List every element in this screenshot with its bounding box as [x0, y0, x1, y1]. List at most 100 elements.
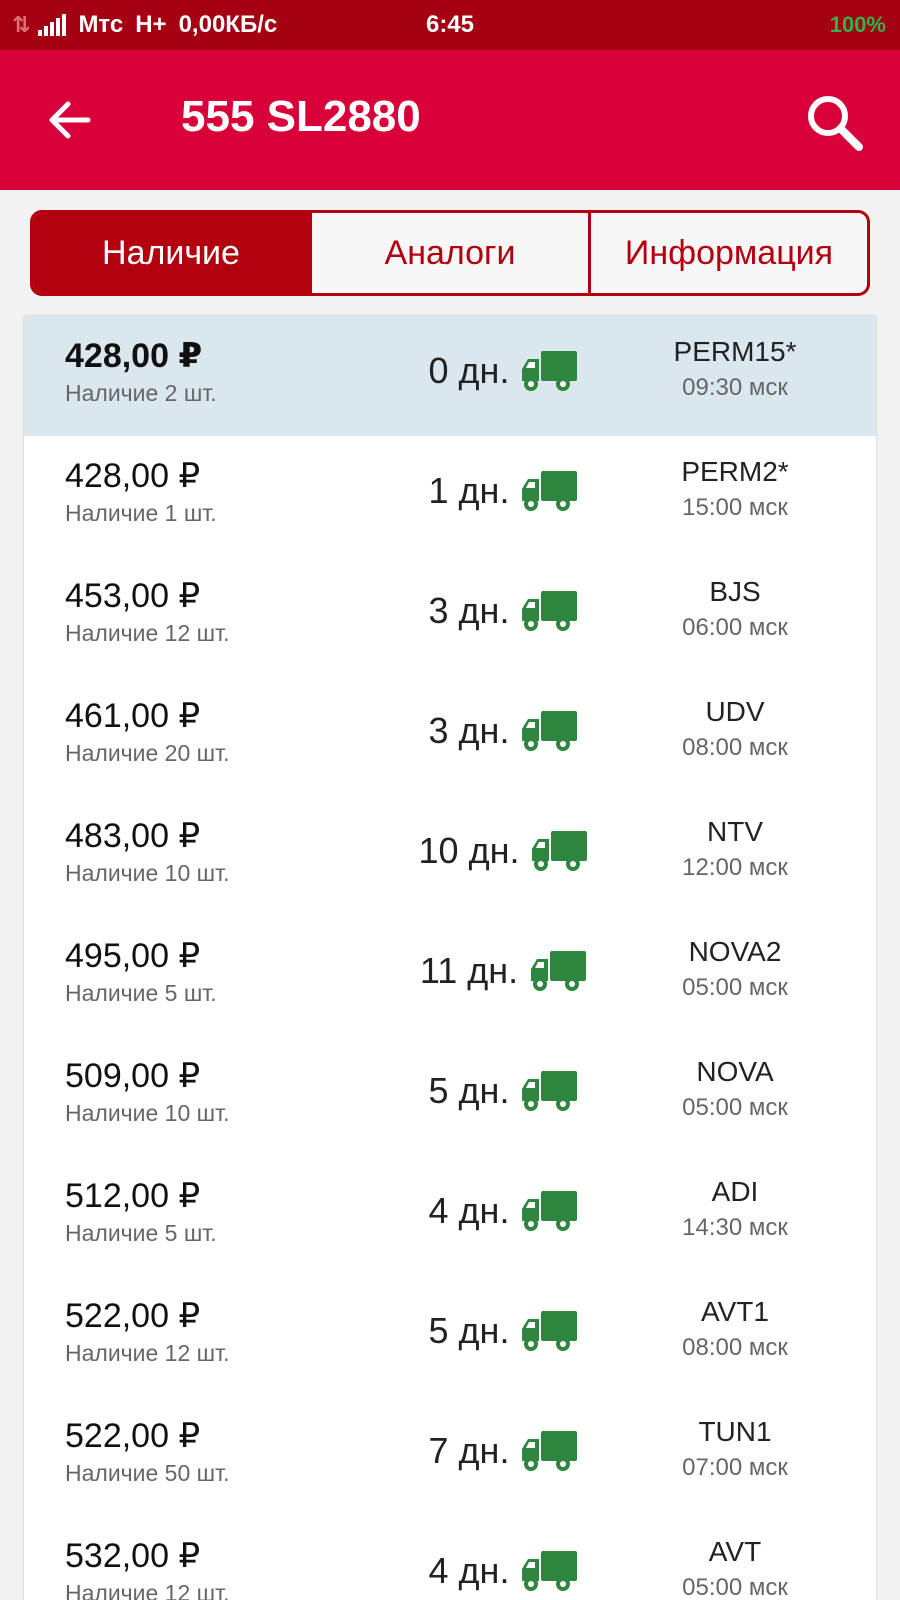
supplier-time: 15:00 мск [682, 494, 788, 521]
truck-icon [522, 1431, 578, 1471]
truck-icon [531, 951, 587, 991]
offer-stock: Наличие 50 шт. [65, 1460, 230, 1486]
tab-bar: Наличие Аналоги Информация [30, 210, 870, 296]
supplier-code: NTV [707, 816, 763, 847]
delivery-days: 1 дн. [428, 470, 510, 511]
delivery-days: 4 дн. [428, 1190, 510, 1231]
delivery-info: 4 дн. [384, 1516, 624, 1600]
offer-stock: Наличие 20 шт. [65, 740, 230, 766]
delivery-info: 4 дн. [384, 1156, 624, 1266]
supplier-code: BJS [709, 576, 761, 607]
app-bar: 555 SL2880 [0, 50, 900, 190]
magnifier-icon [808, 96, 863, 151]
arrow-left-icon [49, 101, 91, 139]
supplier-code: UDV [705, 696, 765, 727]
truck-icon [522, 1311, 578, 1351]
supplier-info: AVT1 08:00 мск [624, 1296, 846, 1362]
supplier-time: 08:00 мск [682, 1334, 788, 1361]
offer-stock: Наличие 1 шт. [65, 500, 217, 526]
network-speed: 0,00КБ/с [178, 11, 278, 38]
supplier-info: BJS 06:00 мск [624, 576, 846, 642]
delivery-days: 3 дн. [428, 710, 510, 751]
offer-row[interactable]: 428,00 ₽ Наличие 2 шт. 0 дн. PERM15* 09:… [24, 316, 876, 436]
offer-stock: Наличие 5 шт. [65, 980, 217, 1006]
truck-icon [522, 1071, 578, 1111]
offer-stock: Наличие 2 шт. [65, 380, 217, 406]
supplier-time: 05:00 мск [682, 1574, 788, 1600]
offer-stock: Наличие 12 шт. [65, 620, 230, 646]
supplier-info: NTV 12:00 мск [624, 816, 846, 882]
offer-row[interactable]: 532,00 ₽ Наличие 12 шт. 4 дн. AVT 05:00 … [24, 1516, 876, 1600]
delivery-info: 3 дн. [384, 676, 624, 786]
supplier-time: 08:00 мск [682, 734, 788, 761]
battery-level: 100% [829, 12, 886, 37]
tab-analogs[interactable]: Аналоги [309, 213, 588, 293]
offer-price: 532,00 ₽ [65, 1537, 201, 1575]
tab-availability[interactable]: Наличие [33, 213, 309, 293]
signal-strength-icon [38, 14, 67, 36]
supplier-code: PERM15* [673, 336, 797, 367]
status-bar: ⇅ Мтс H+ 0,00КБ/с 6:45 100% [0, 0, 900, 50]
carrier-name: Мтс [78, 11, 124, 38]
page-title: 555 SL2880 [181, 92, 421, 141]
supplier-code: NOVA [696, 1056, 774, 1087]
search-button[interactable] [790, 78, 880, 168]
supplier-code: TUN1 [698, 1416, 772, 1447]
supplier-info: NOVA 05:00 мск [624, 1056, 846, 1122]
delivery-days: 11 дн. [419, 950, 519, 991]
supplier-code: ADI [711, 1176, 759, 1207]
supplier-time: 14:30 мск [682, 1214, 788, 1241]
offer-price: 428,00 ₽ [65, 457, 201, 495]
supplier-time: 07:00 мск [682, 1454, 788, 1481]
offer-price: 483,00 ₽ [65, 817, 201, 855]
supplier-info: NOVA2 05:00 мск [624, 936, 846, 1002]
delivery-days: 10 дн. [418, 830, 520, 871]
delivery-days: 5 дн. [428, 1070, 510, 1111]
back-button[interactable] [30, 80, 110, 160]
offer-row[interactable]: 453,00 ₽ Наличие 12 шт. 3 дн. BJS 06:00 … [24, 556, 876, 676]
delivery-days: 3 дн. [428, 590, 510, 631]
offer-price: 428,00 ₽ [65, 337, 203, 375]
offer-row[interactable]: 461,00 ₽ Наличие 20 шт. 3 дн. UDV 08:00 … [24, 676, 876, 796]
offer-row[interactable]: 483,00 ₽ Наличие 10 шт. 10 дн. NTV 12:00… [24, 796, 876, 916]
supplier-info: UDV 08:00 мск [624, 696, 846, 762]
offer-row[interactable]: 428,00 ₽ Наличие 1 шт. 1 дн. PERM2* 15:0… [24, 436, 876, 556]
offer-stock: Наличие 12 шт. [65, 1340, 230, 1366]
offer-row[interactable]: 509,00 ₽ Наличие 10 шт. 5 дн. NOVA 05:00… [24, 1036, 876, 1156]
truck-icon [522, 711, 578, 751]
offer-price: 509,00 ₽ [65, 1057, 201, 1095]
offer-row[interactable]: 495,00 ₽ Наличие 5 шт. 11 дн. NOVA2 05:0… [24, 916, 876, 1036]
data-transfer-icon: ⇅ [12, 12, 31, 37]
delivery-days: 0 дн. [428, 350, 510, 391]
supplier-info: ADI 14:30 мск [624, 1176, 846, 1242]
truck-icon [522, 591, 578, 631]
offer-price: 522,00 ₽ [65, 1417, 201, 1455]
delivery-days: 5 дн. [428, 1310, 510, 1351]
truck-icon [522, 1551, 578, 1591]
delivery-info: 7 дн. [384, 1396, 624, 1506]
offer-row[interactable]: 522,00 ₽ Наличие 50 шт. 7 дн. TUN1 07:00… [24, 1396, 876, 1516]
network-type: H+ [135, 11, 167, 38]
delivery-days: 4 дн. [428, 1550, 510, 1591]
supplier-time: 05:00 мск [682, 1094, 788, 1121]
supplier-time: 09:30 мск [682, 374, 788, 401]
delivery-info: 11 дн. [384, 916, 624, 1026]
offer-row[interactable]: 512,00 ₽ Наличие 5 шт. 4 дн. ADI 14:30 м… [24, 1156, 876, 1276]
offer-price: 461,00 ₽ [65, 697, 201, 735]
supplier-code: AVT [708, 1536, 762, 1567]
delivery-info: 0 дн. [384, 316, 624, 426]
offer-stock: Наличие 12 шт. [65, 1580, 230, 1600]
offer-row[interactable]: 522,00 ₽ Наличие 12 шт. 5 дн. AVT1 08:00… [24, 1276, 876, 1396]
truck-icon [522, 471, 578, 511]
offer-stock: Наличие 10 шт. [65, 860, 230, 886]
truck-icon [532, 831, 588, 871]
truck-icon [522, 1191, 578, 1231]
supplier-info: PERM15* 09:30 мск [624, 336, 846, 402]
delivery-info: 10 дн. [384, 796, 624, 906]
supplier-info: TUN1 07:00 мск [624, 1416, 846, 1482]
offer-price: 453,00 ₽ [65, 577, 201, 615]
supplier-code: AVT1 [701, 1296, 769, 1327]
supplier-time: 05:00 мск [682, 974, 788, 1001]
delivery-info: 3 дн. [384, 556, 624, 666]
tab-information[interactable]: Информация [588, 213, 867, 293]
